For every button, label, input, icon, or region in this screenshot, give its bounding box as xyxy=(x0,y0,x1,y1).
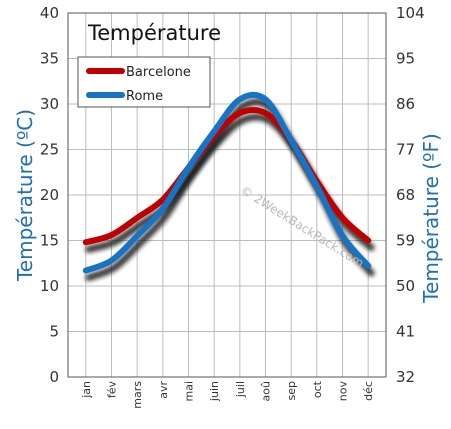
y-tick-right-59: 59 xyxy=(396,232,415,250)
y-tick-left-25: 25 xyxy=(40,141,59,159)
y-tick-left-10: 10 xyxy=(40,277,59,295)
x-tick-1: fév xyxy=(106,381,119,399)
y-tick-right-104: 104 xyxy=(396,4,425,22)
y-tick-right-50: 50 xyxy=(396,277,415,295)
y-axis-label-fahrenheit: Température (ºF) xyxy=(419,133,443,304)
x-tick-3: avr xyxy=(157,381,170,399)
x-tick-10: nov xyxy=(337,381,350,402)
y-tick-right-41: 41 xyxy=(396,323,415,341)
y-tick-left-15: 15 xyxy=(40,232,59,250)
y-tick-left-5: 5 xyxy=(49,323,59,341)
y-tick-right-77: 77 xyxy=(396,141,415,159)
legend-box xyxy=(77,56,211,108)
y-tick-left-35: 35 xyxy=(40,50,59,68)
y-axis-label-celsius: Température (ºC) xyxy=(13,109,37,282)
right-axis-ticks: 32 41 50 59 68 77 86 95 104 xyxy=(396,4,425,386)
x-tick-4: mai xyxy=(183,381,196,402)
y-tick-left-30: 30 xyxy=(40,95,59,113)
legend-label-barcelone: Barcelone xyxy=(126,65,191,80)
legend-label-rome: Rome xyxy=(126,89,163,104)
chart-title: Température xyxy=(87,21,221,45)
plot-frame xyxy=(67,12,387,378)
y-tick-left-0: 0 xyxy=(49,368,59,386)
x-tick-8: sep xyxy=(285,381,298,400)
x-tick-6: juil xyxy=(234,381,247,398)
x-tick-5: juin xyxy=(208,381,221,402)
legend: Barcelone Rome xyxy=(77,56,211,108)
series-line-rome xyxy=(82,91,372,274)
x-axis-ticks: jan fév mars avr mai juin juil aoû sep oct nov déc xyxy=(80,380,375,408)
x-tick-9: oct xyxy=(311,380,324,398)
left-axis-ticks: 0 5 10 15 20 25 30 35 40 xyxy=(40,4,59,386)
y-tick-left-40: 40 xyxy=(40,4,59,22)
y-tick-left-20: 20 xyxy=(40,186,59,204)
x-tick-7: aoû xyxy=(260,381,273,401)
x-tick-11: déc xyxy=(362,381,375,401)
y-tick-right-32: 32 xyxy=(396,368,415,386)
y-tick-right-68: 68 xyxy=(396,186,415,204)
x-tick-2: mars xyxy=(131,381,144,409)
x-tick-0: jan xyxy=(80,381,93,399)
y-tick-right-95: 95 xyxy=(396,50,415,68)
y-tick-right-86: 86 xyxy=(396,95,415,113)
series-lines xyxy=(82,91,375,281)
series-shadow-0 xyxy=(85,113,375,253)
